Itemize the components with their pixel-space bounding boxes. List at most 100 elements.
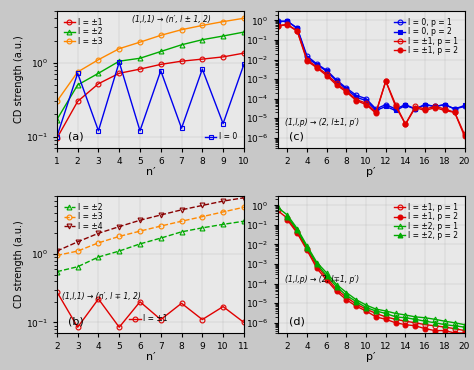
l = 0, p = 2 [452, 107, 457, 111]
l = ±1, p = 2 [314, 65, 320, 70]
l = ±1 [241, 320, 246, 324]
l = ±2, p = 2 [373, 309, 379, 313]
l = ±2 [179, 43, 184, 47]
Line: l = ±3: l = ±3 [55, 16, 246, 104]
l = ±3 [179, 27, 184, 32]
l = ±3 [116, 234, 122, 239]
l = ±2, p = 1 [284, 213, 290, 217]
l = ±1, p = 2 [304, 248, 310, 253]
l = ±2, p = 2 [452, 324, 457, 328]
Text: (b): (b) [68, 316, 84, 326]
l = ±1 [116, 325, 122, 329]
Line: l = ±1, p = 1: l = ±1, p = 1 [275, 22, 467, 137]
l = ±3 [75, 70, 81, 74]
l = ±1, p = 1 [314, 264, 320, 268]
l = ±2 [75, 265, 81, 269]
l = ±1, p = 1 [354, 97, 359, 102]
l = ±1, p = 1 [284, 216, 290, 221]
l = ±1, p = 1 [275, 23, 281, 28]
l = ±1, p = 1 [354, 302, 359, 306]
l = 0, p = 2 [442, 102, 447, 107]
Text: (d): (d) [289, 316, 305, 326]
l = ±1, p = 2 [383, 317, 389, 322]
l = ±2 [158, 49, 164, 54]
l = 0, p = 1 [412, 107, 418, 111]
l = ±1 [137, 300, 143, 304]
l = ±1 [200, 317, 205, 322]
l = ±2, p = 1 [354, 297, 359, 302]
l = ±1, p = 1 [393, 317, 399, 322]
l = ±1, p = 1 [462, 328, 467, 333]
Line: l = ±1, p = 1: l = ±1, p = 1 [275, 208, 467, 333]
l = ±2, p = 1 [324, 271, 329, 275]
l = ±1, p = 2 [393, 320, 399, 325]
l = ±1 [96, 81, 101, 86]
l = ±1 [179, 301, 184, 306]
l = 0, p = 2 [354, 95, 359, 100]
l = 0, p = 2 [373, 108, 379, 113]
l = ±1, p = 2 [344, 90, 349, 94]
l = ±3 [75, 249, 81, 253]
Line: l = 0, p = 2: l = 0, p = 2 [275, 19, 467, 113]
l = ±2 [158, 236, 164, 240]
l = ±1, p = 1 [442, 325, 447, 329]
Line: l = ±2, p = 2: l = ±2, p = 2 [285, 214, 467, 330]
l = ±2 [54, 269, 60, 274]
l = ±3 [158, 33, 164, 37]
Legend: l = ±1: l = ±1 [126, 311, 171, 326]
l = ±2, p = 2 [432, 320, 438, 325]
l = ±2 [179, 230, 184, 234]
l = ±1, p = 2 [373, 314, 379, 319]
l = ±1, p = 2 [334, 289, 339, 294]
l = ±1 [116, 71, 122, 75]
l = 0 [75, 71, 81, 75]
l = ±4 [200, 203, 205, 208]
l = 0, p = 1 [402, 102, 408, 107]
l = 0 [116, 60, 122, 64]
l = ±2 [96, 71, 101, 75]
l = ±4 [54, 249, 60, 253]
l = 0, p = 1 [393, 107, 399, 111]
l = ±1, p = 2 [432, 105, 438, 110]
l = ±4 [116, 225, 122, 229]
l = 0, p = 1 [373, 107, 379, 111]
l = 0, p = 1 [284, 19, 290, 23]
l = ±2, p = 1 [294, 226, 300, 231]
l = 0, p = 1 [344, 86, 349, 90]
l = ±2 [220, 34, 226, 38]
l = 0 [137, 128, 143, 133]
l = ±1 [220, 55, 226, 59]
l = ±1 [75, 325, 81, 329]
l = ±2 [54, 117, 60, 122]
l = ±3 [179, 219, 184, 223]
l = ±1, p = 2 [334, 83, 339, 87]
l = ±1, p = 2 [422, 108, 428, 113]
l = ±1, p = 1 [452, 326, 457, 331]
l = ±2, p = 2 [284, 215, 290, 219]
l = 0, p = 1 [363, 97, 369, 101]
l = ±3 [54, 99, 60, 104]
l = ±1, p = 1 [452, 110, 457, 115]
l = 0 [241, 62, 246, 67]
l = 0, p = 2 [363, 98, 369, 103]
l = ±1, p = 1 [442, 107, 447, 111]
Y-axis label: CD strength (a.u.): CD strength (a.u.) [14, 36, 24, 124]
l = ±3 [220, 210, 226, 214]
l = ±1 [158, 317, 164, 322]
l = ±2 [137, 242, 143, 246]
l = 0, p = 1 [294, 26, 300, 30]
Line: l = ±3: l = ±3 [55, 205, 246, 258]
l = ±4 [137, 218, 143, 222]
l = ±1, p = 1 [432, 324, 438, 328]
l = 0 [54, 134, 60, 139]
l = ±4 [241, 196, 246, 200]
l = ±1, p = 1 [383, 79, 389, 83]
l = 0, p = 2 [393, 108, 399, 113]
l = ±1, p = 1 [422, 107, 428, 111]
l = ±1 [179, 59, 184, 63]
l = ±1, p = 1 [363, 101, 369, 105]
l = ±1, p = 1 [422, 322, 428, 327]
Text: (a): (a) [68, 131, 84, 141]
l = ±2, p = 2 [304, 245, 310, 250]
l = ±2, p = 1 [373, 307, 379, 311]
